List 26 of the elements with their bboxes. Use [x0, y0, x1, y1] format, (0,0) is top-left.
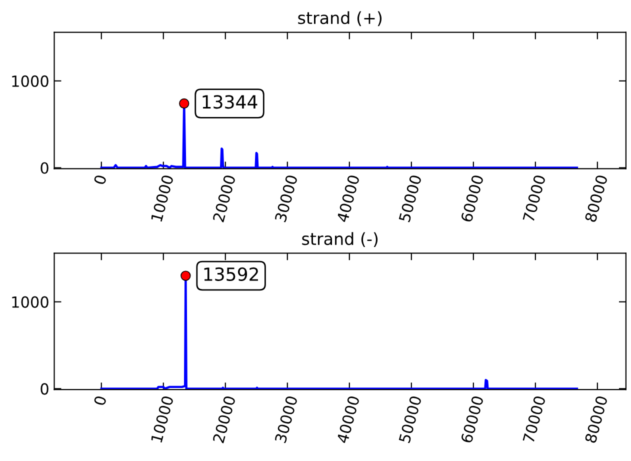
chart-title: strand (+)	[298, 11, 382, 26]
x-tick-label: 50000	[398, 174, 422, 222]
x-tick-label: 0	[94, 395, 107, 406]
chart-title: strand (-)	[302, 232, 378, 248]
annotation: 13344	[202, 95, 258, 109]
x-tick-label: 70000	[522, 395, 546, 444]
x-tick-label: 60000	[460, 174, 484, 222]
x-tick-label: 0	[94, 174, 107, 185]
x-tick-label: 20000	[212, 174, 236, 222]
x-tick-label: 80000	[584, 174, 608, 222]
x-tick-label: 70000	[522, 174, 546, 222]
y-tick-label: 0	[40, 162, 48, 174]
x-tick-label: 50000	[398, 395, 422, 444]
x-tick-label: 10000	[150, 174, 174, 222]
x-tick-label: 80000	[584, 395, 608, 444]
x-tick-label: 40000	[336, 174, 360, 223]
x-tick-label: 60000	[460, 395, 484, 444]
y-tick-label: 0	[40, 383, 48, 395]
x-tick-label: 20000	[212, 395, 236, 444]
x-tick-label: 30000	[274, 395, 298, 444]
y-tick-label: 1000	[12, 296, 48, 308]
x-tick-label: 30000	[274, 174, 298, 222]
x-tick-label: 10000	[150, 395, 174, 443]
y-tick-label: 1000	[12, 75, 48, 87]
annotation: 13592	[204, 267, 258, 281]
x-tick-label: 40000	[336, 395, 360, 444]
